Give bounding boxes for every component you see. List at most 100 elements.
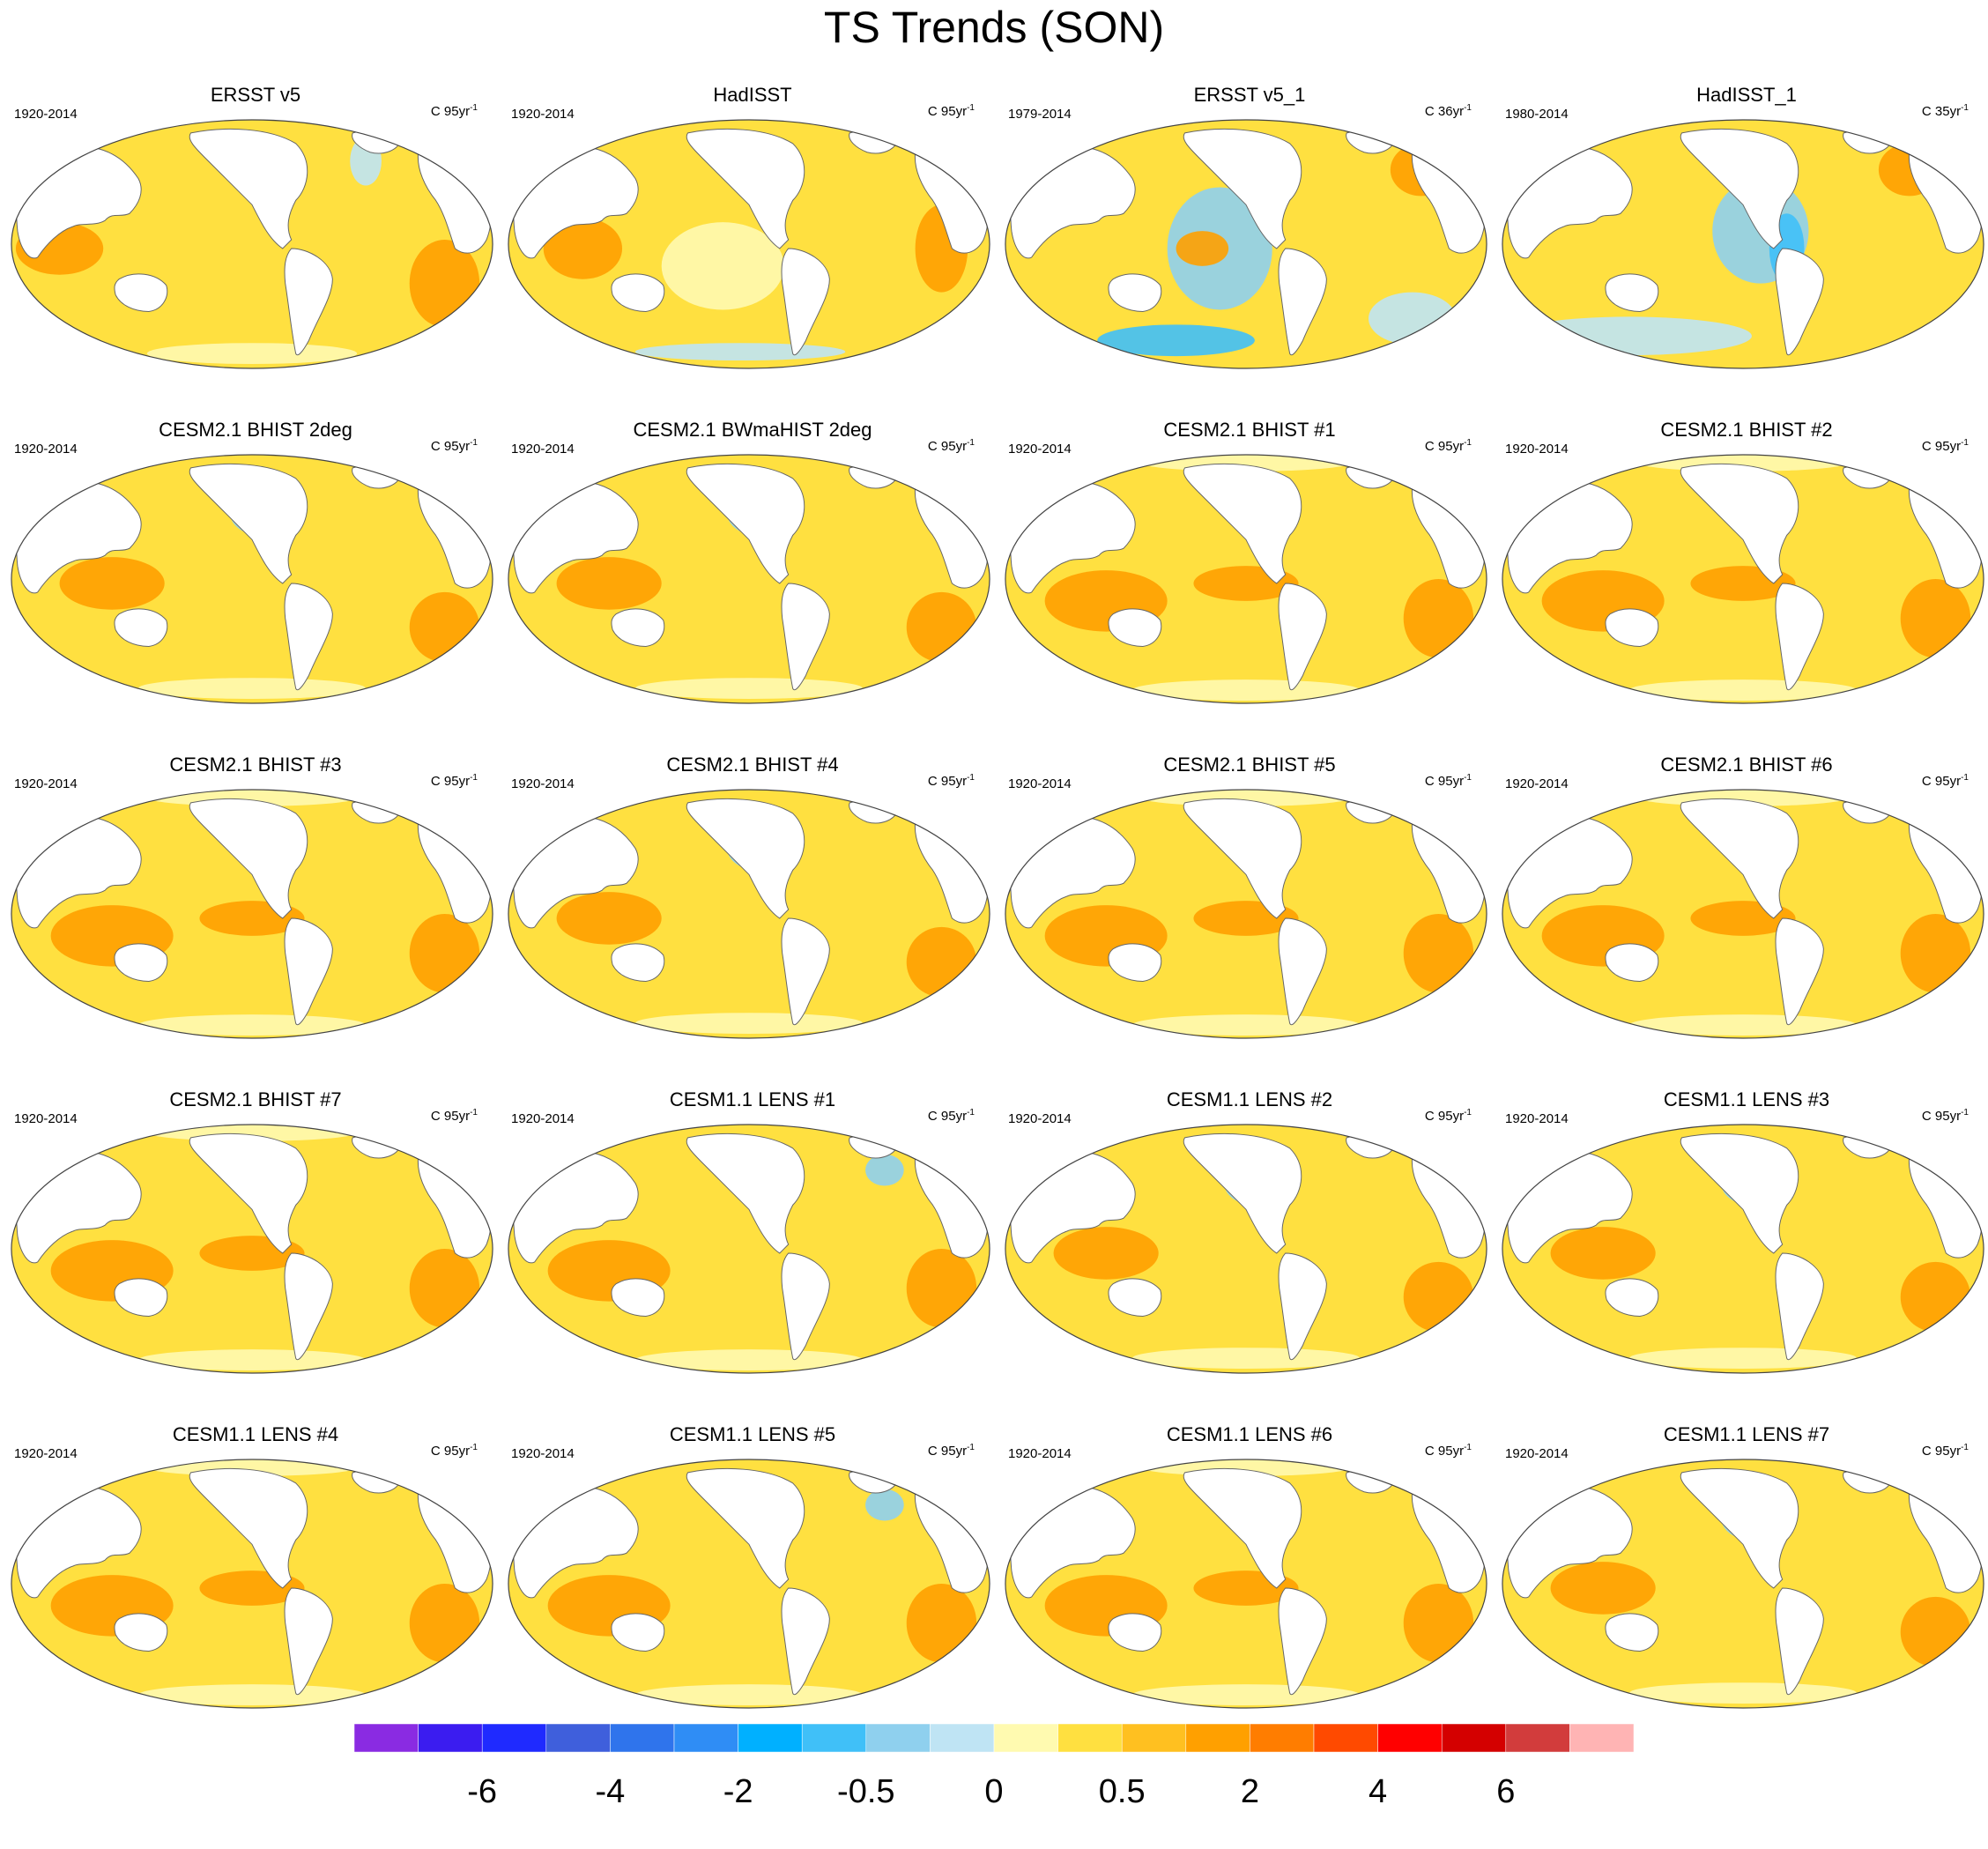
land-mass xyxy=(781,583,830,691)
land-mass xyxy=(1278,583,1327,691)
trend-patch xyxy=(137,1014,367,1036)
panel-title: HadISST_1 xyxy=(1696,84,1797,106)
map-outline xyxy=(1005,789,1487,1039)
trend-patch xyxy=(661,222,784,310)
map-outline xyxy=(11,454,493,704)
colorbar-swatch xyxy=(353,1723,419,1753)
land-mass xyxy=(1775,583,1824,691)
colorbar-swatch xyxy=(1441,1723,1507,1753)
panel-title: HadISST xyxy=(713,84,792,106)
map-panel: CESM2.1 BHIST #4 1920-2014 C 95yr-1 xyxy=(504,754,1001,1088)
panel-units: C 95yr-1 xyxy=(1425,1108,1472,1124)
land-mass xyxy=(114,1613,168,1652)
units-text: C 95yr xyxy=(927,439,968,454)
colorbar-swatch xyxy=(1185,1723,1250,1753)
panel-period: 1980-2014 xyxy=(1505,107,1569,122)
land-mass xyxy=(1680,798,1799,919)
panel-units: C 95yr-1 xyxy=(1922,773,1969,789)
land-mass xyxy=(1775,917,1824,1026)
land-mass xyxy=(781,1252,830,1361)
land-mass xyxy=(686,128,805,249)
map-plot xyxy=(11,454,493,704)
units-exponent: -1 xyxy=(470,103,478,113)
panel-title: CESM1.1 LENS #1 xyxy=(669,1088,836,1110)
panel-period: 1920-2014 xyxy=(511,442,575,457)
units-exponent: -1 xyxy=(967,103,975,113)
colorbar-swatch xyxy=(481,1723,547,1753)
panel-period: 1920-2014 xyxy=(1505,776,1569,791)
map-plot xyxy=(508,1459,990,1709)
map-panel: CESM2.1 BHIST #5 1920-2014 C 95yr-1 xyxy=(1001,754,1498,1088)
panel-period: 1979-2014 xyxy=(1008,107,1072,122)
units-text: C 36yr xyxy=(1424,104,1465,119)
map-plot xyxy=(11,1459,493,1709)
colorbar-swatch xyxy=(1569,1723,1635,1753)
trend-patch xyxy=(137,678,367,700)
panel-units: C 95yr-1 xyxy=(928,1108,975,1124)
map-outline xyxy=(1502,789,1984,1039)
panel-units: C 35yr-1 xyxy=(1922,103,1969,119)
trend-patch xyxy=(1628,1682,1858,1704)
units-exponent: -1 xyxy=(470,438,478,448)
land-mass xyxy=(611,1613,665,1652)
land-mass xyxy=(1680,1467,1799,1589)
trend-patch xyxy=(1403,579,1474,658)
units-text: C 95yr xyxy=(1424,1109,1465,1124)
trend-patch xyxy=(1900,579,1971,658)
units-text: C 95yr xyxy=(430,1444,471,1459)
trend-patch xyxy=(1097,324,1255,357)
panel-units: C 95yr-1 xyxy=(431,103,478,119)
panel-period: 1920-2014 xyxy=(511,776,575,791)
land-mass xyxy=(781,1587,830,1696)
land-mass xyxy=(1680,1132,1799,1254)
panel-title: CESM2.1 BHIST #5 xyxy=(1163,754,1336,776)
map-panel: CESM1.1 LENS #3 1920-2014 C 95yr-1 xyxy=(1498,1088,1988,1423)
map-plot xyxy=(1502,789,1984,1039)
panel-period: 1920-2014 xyxy=(14,1446,78,1461)
trend-patch xyxy=(409,1249,480,1328)
colorbar-swatch xyxy=(930,1723,995,1753)
trend-patch xyxy=(409,1584,480,1663)
colorbar-tick-label: -4 xyxy=(595,1773,626,1810)
panel-period: 1920-2014 xyxy=(511,1111,575,1126)
panel-units: C 95yr-1 xyxy=(431,438,478,454)
trend-patch xyxy=(1403,914,1474,993)
units-exponent: -1 xyxy=(1961,773,1969,783)
panel-units: C 95yr-1 xyxy=(1922,438,1969,454)
trend-patch xyxy=(865,1489,904,1521)
map-outline xyxy=(508,1459,990,1709)
land-mass xyxy=(284,248,333,356)
panel-units: C 95yr-1 xyxy=(928,1443,975,1459)
units-exponent: -1 xyxy=(1464,103,1472,113)
map-plot xyxy=(1005,789,1487,1039)
map-panel: CESM1.1 LENS #4 1920-2014 C 95yr-1 xyxy=(7,1423,504,1758)
units-exponent: -1 xyxy=(470,773,478,783)
map-outline xyxy=(1005,1124,1487,1374)
land-mass xyxy=(686,1467,805,1589)
map-plot xyxy=(1005,1459,1487,1709)
land-mass xyxy=(1108,608,1162,647)
map-outline xyxy=(508,454,990,704)
panel-title: CESM2.1 BHIST 2deg xyxy=(159,419,352,441)
panel-period: 1920-2014 xyxy=(1505,1446,1569,1461)
map-plot xyxy=(508,119,990,369)
colorbar-tick-label: -2 xyxy=(723,1773,753,1810)
colorbar-swatch xyxy=(993,1723,1058,1753)
units-text: C 95yr xyxy=(430,104,471,119)
panel-units: C 95yr-1 xyxy=(1425,1443,1472,1459)
units-text: C 95yr xyxy=(430,774,471,789)
units-exponent: -1 xyxy=(1961,1443,1969,1452)
land-mass xyxy=(1108,1613,1162,1652)
map-panel: CESM2.1 BHIST #1 1920-2014 C 95yr-1 xyxy=(1001,419,1498,754)
panel-title: CESM1.1 LENS #4 xyxy=(172,1423,339,1445)
trend-patch xyxy=(906,1584,977,1663)
units-exponent: -1 xyxy=(1961,103,1969,113)
trend-patch xyxy=(1131,1014,1361,1036)
colorbar-tick-label: 4 xyxy=(1369,1773,1388,1810)
map-plot xyxy=(1005,119,1487,369)
map-outline xyxy=(508,119,990,369)
map-panel: CESM2.1 BHIST #6 1920-2014 C 95yr-1 xyxy=(1498,754,1988,1088)
colorbar-swatch xyxy=(1313,1723,1378,1753)
land-mass xyxy=(1108,1278,1162,1317)
